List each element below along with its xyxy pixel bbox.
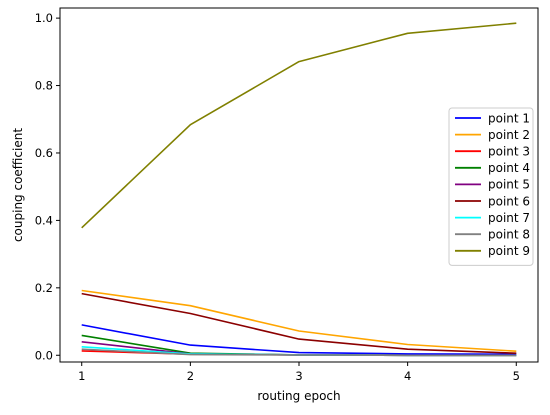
legend-label: point 2 xyxy=(488,128,530,142)
legend-label: point 7 xyxy=(488,211,530,225)
legend-label: point 6 xyxy=(488,194,530,208)
series-line-point-1 xyxy=(81,324,517,356)
x-tick-label: 3 xyxy=(295,369,302,383)
legend-label: point 9 xyxy=(488,244,530,258)
y-tick-label: 0.0 xyxy=(35,348,53,362)
x-tick-label: 4 xyxy=(404,369,411,383)
series-line-point-6 xyxy=(81,292,517,354)
legend-label: point 8 xyxy=(488,228,530,242)
x-tick-label: 5 xyxy=(513,369,520,383)
x-axis-ticks: 1 2 3 4 5 xyxy=(78,362,520,383)
series-line-point-2 xyxy=(81,289,517,352)
y-axis-label: couping coefficient xyxy=(11,128,25,242)
x-tick-label: 2 xyxy=(187,369,194,383)
y-tick-label: 0.6 xyxy=(35,146,53,160)
legend-label: point 3 xyxy=(488,145,530,159)
series-line-point-8 xyxy=(81,348,517,357)
legend-label: point 4 xyxy=(488,161,530,175)
y-tick-label: 0.8 xyxy=(35,79,53,93)
y-tick-label: 0.2 xyxy=(35,281,53,295)
series-line-point-9 xyxy=(81,22,517,229)
legend-label: point 1 xyxy=(488,111,530,125)
legend: point 1 point 2 point 3 point 4 point 5 point… xyxy=(448,107,534,266)
x-axis-label: routing epoch xyxy=(257,389,340,403)
x-tick-label: 1 xyxy=(78,369,85,383)
legend-box xyxy=(448,107,534,266)
y-tick-label: 1.0 xyxy=(35,11,53,25)
series-layer xyxy=(81,22,517,357)
legend-label: point 5 xyxy=(488,178,530,192)
y-axis-ticks: 0.0 0.2 0.4 0.6 0.8 1.0 xyxy=(35,11,60,362)
y-tick-label: 0.4 xyxy=(35,213,53,227)
